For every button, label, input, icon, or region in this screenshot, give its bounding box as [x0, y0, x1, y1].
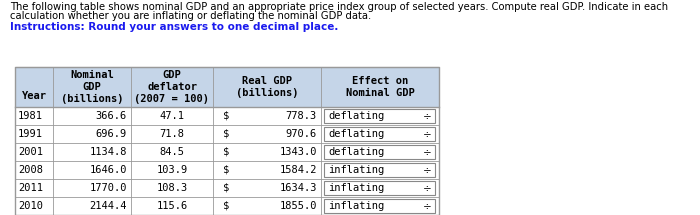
Bar: [324, 199, 435, 213]
Bar: [324, 127, 435, 141]
Text: ÷: ÷: [424, 183, 432, 193]
Text: Nominal
GDP
(billions): Nominal GDP (billions): [61, 70, 123, 104]
Text: $: $: [223, 147, 230, 157]
Text: 1770.0: 1770.0: [90, 183, 127, 193]
Text: 2011: 2011: [18, 183, 43, 193]
Text: 115.6: 115.6: [156, 201, 188, 211]
Text: 1343.0: 1343.0: [279, 147, 317, 157]
Text: 2008: 2008: [18, 165, 43, 175]
Bar: [15, 67, 439, 107]
Text: inflating: inflating: [328, 165, 384, 175]
Text: Year: Year: [22, 91, 46, 101]
Text: deflating: deflating: [328, 147, 384, 157]
Text: inflating: inflating: [328, 183, 384, 193]
Bar: [15, 125, 439, 143]
Text: 2001: 2001: [18, 147, 43, 157]
Text: 84.5: 84.5: [160, 147, 185, 157]
Text: 1646.0: 1646.0: [90, 165, 127, 175]
Text: 103.9: 103.9: [156, 165, 188, 175]
Text: ÷: ÷: [424, 165, 432, 175]
Bar: [324, 163, 435, 177]
Text: 366.6: 366.6: [96, 111, 127, 121]
Text: deflating: deflating: [328, 129, 384, 139]
Text: 1134.8: 1134.8: [90, 147, 127, 157]
Bar: [324, 145, 435, 159]
Text: inflating: inflating: [328, 201, 384, 211]
Text: $: $: [223, 129, 230, 139]
Text: 1584.2: 1584.2: [279, 165, 317, 175]
Text: Effect on
Nominal GDP: Effect on Nominal GDP: [346, 76, 414, 98]
Text: 108.3: 108.3: [156, 183, 188, 193]
Text: 1855.0: 1855.0: [279, 201, 317, 211]
Text: The following table shows nominal GDP and an appropriate price index group of se: The following table shows nominal GDP an…: [10, 2, 668, 12]
Text: 970.6: 970.6: [286, 129, 317, 139]
Text: Instructions: Round your answers to one decimal place.: Instructions: Round your answers to one …: [10, 22, 338, 32]
Bar: [15, 67, 439, 215]
Text: ÷: ÷: [424, 147, 432, 157]
Bar: [324, 109, 435, 123]
Bar: [15, 143, 439, 161]
Bar: [15, 197, 439, 215]
Text: deflating: deflating: [328, 111, 384, 121]
Text: 1991: 1991: [18, 129, 43, 139]
Text: calculation whether you are inflating or deflating the nominal GDP data.: calculation whether you are inflating or…: [10, 11, 371, 21]
Text: 1634.3: 1634.3: [279, 183, 317, 193]
Text: GDP
deflator
(2007 = 100): GDP deflator (2007 = 100): [134, 70, 209, 104]
Text: ÷: ÷: [424, 111, 432, 121]
Text: ÷: ÷: [424, 129, 432, 139]
Text: 2010: 2010: [18, 201, 43, 211]
Bar: [15, 161, 439, 179]
Text: $: $: [223, 201, 230, 211]
Text: $: $: [223, 111, 230, 121]
Text: 47.1: 47.1: [160, 111, 185, 121]
Text: 696.9: 696.9: [96, 129, 127, 139]
Text: $: $: [223, 165, 230, 175]
Text: $: $: [223, 183, 230, 193]
Text: ÷: ÷: [424, 201, 432, 211]
Text: 778.3: 778.3: [286, 111, 317, 121]
Text: Real GDP
(billions): Real GDP (billions): [236, 76, 298, 98]
Text: 71.8: 71.8: [160, 129, 185, 139]
Bar: [324, 181, 435, 195]
Bar: [15, 107, 439, 125]
Text: 1981: 1981: [18, 111, 43, 121]
Bar: [15, 179, 439, 197]
Text: 2144.4: 2144.4: [90, 201, 127, 211]
